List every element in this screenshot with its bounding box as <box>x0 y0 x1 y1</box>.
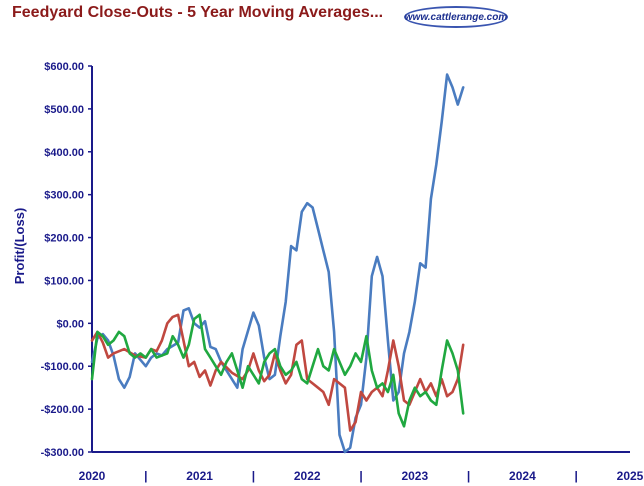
x-tick-label: 2021 <box>186 469 213 483</box>
x-tick-separator: | <box>575 469 578 483</box>
y-tick-label: $100.00 <box>44 275 84 287</box>
x-tick-label: 2025 <box>617 469 644 483</box>
x-tick-separator: | <box>252 469 255 483</box>
series-line-2 <box>90 313 465 432</box>
x-axis-ticks: 2020 | 2021 | 2022 | 2023 | 2024 | 2025 <box>79 469 644 483</box>
x-tick-label: 2022 <box>294 469 321 483</box>
y-tick-label: $500.00 <box>44 104 84 116</box>
y-tick-label: $400.00 <box>44 147 84 159</box>
x-tick-label: 2023 <box>401 469 428 483</box>
x-tick-separator: | <box>359 469 362 483</box>
x-tick-label: 2024 <box>509 469 536 483</box>
y-tick-label: $200.00 <box>44 233 84 245</box>
series-line-3 <box>90 313 465 428</box>
x-tick-separator: | <box>467 469 470 483</box>
y-tick-label: -$300.00 <box>41 447 84 459</box>
cattlerange-logo[interactable]: www.cattlerange.com <box>404 6 508 28</box>
series-lines <box>90 73 465 454</box>
y-tick-label: -$100.00 <box>41 361 84 373</box>
chart-axes <box>91 66 630 453</box>
chart-title: Feedyard Close-Outs - 5 Year Moving Aver… <box>12 4 384 21</box>
x-tick-label: 2020 <box>79 469 106 483</box>
series-line-1 <box>90 73 465 454</box>
y-axis-label: Profit/(Loss) <box>12 208 27 285</box>
y-tick-label: -$200.00 <box>41 404 84 416</box>
y-tick-label: $300.00 <box>44 190 84 202</box>
x-tick-separator: | <box>144 469 147 483</box>
y-axis-ticks: $600.00 $500.00 $400.00 $300.00 $200.00 $100.… <box>41 61 92 459</box>
y-tick-label: $600.00 <box>44 61 84 73</box>
y-tick-label: $0.00 <box>56 318 84 330</box>
